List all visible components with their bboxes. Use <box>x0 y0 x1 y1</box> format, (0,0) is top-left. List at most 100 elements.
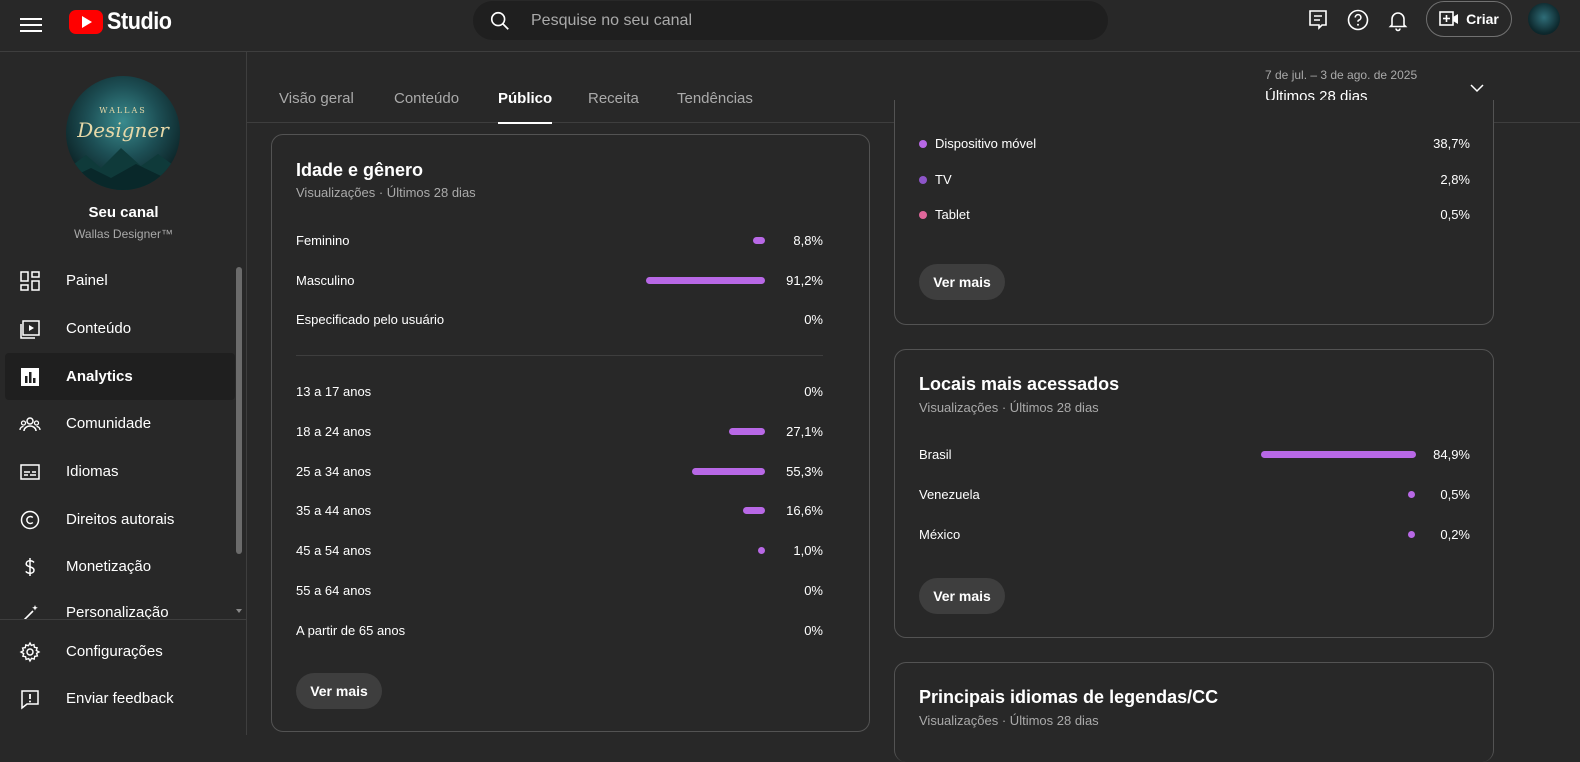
location-row: Venezuela 0,5% <box>919 487 1470 507</box>
create-label: Criar <box>1466 11 1499 27</box>
row-label: 55 a 64 anos <box>296 583 372 598</box>
tab-visao-geral[interactable]: Visão geral <box>279 90 354 107</box>
age-row: 13 a 17 anos 0% <box>296 384 823 404</box>
see-more-button[interactable]: Ver mais <box>919 264 1005 300</box>
avatar-text-main: Designer <box>77 118 169 142</box>
row-value: 8,8% <box>793 233 823 248</box>
device-row: Tablet 0,5% <box>919 207 1470 227</box>
location-row: México 0,2% <box>919 527 1470 547</box>
row-value: 0% <box>804 623 823 638</box>
top-bar: Studio Criar <box>0 0 1580 52</box>
help-icon[interactable] <box>1346 8 1370 32</box>
gender-row: Especificado pelo usuário 0% <box>296 312 823 332</box>
row-value: 91,2% <box>786 273 823 288</box>
row-value: 0,5% <box>1440 487 1470 502</box>
menu-icon[interactable] <box>20 14 42 36</box>
scroll-down-icon[interactable] <box>236 609 242 613</box>
tab-tendencias[interactable]: Tendências <box>677 90 753 107</box>
location-row: Brasil 84,9% <box>919 447 1470 467</box>
sidebar-item-monetizacao[interactable]: Monetização <box>5 543 235 590</box>
legend-dot <box>919 176 927 184</box>
sidebar-item-label: Analytics <box>66 368 133 385</box>
row-label: 25 a 34 anos <box>296 464 372 479</box>
row-value: 0,2% <box>1440 527 1470 542</box>
search-bar[interactable] <box>473 1 1108 40</box>
row-label: Dispositivo móvel <box>935 136 1037 151</box>
row-label: Especificado pelo usuário <box>296 312 445 327</box>
card-title: Locais mais acessados <box>919 374 1120 394</box>
row-label: Masculino <box>296 273 355 288</box>
sidebar-item-label: Painel <box>66 272 108 289</box>
sidebar-item-configuracoes[interactable]: Configurações <box>5 628 235 675</box>
age-row: A partir de 65 anos 0% <box>296 623 823 643</box>
row-bar <box>692 468 765 475</box>
magic-wand-icon <box>23 605 38 619</box>
age-row: 45 a 54 anos 1,0% <box>296 543 823 563</box>
studio-logo[interactable]: Studio <box>69 8 179 36</box>
row-label: Feminino <box>296 233 350 248</box>
row-value: 0% <box>804 312 823 327</box>
avatar-text-top: WALLAS <box>99 106 147 115</box>
sidebar-item-label: Personalização <box>66 604 169 619</box>
chevron-down-icon[interactable] <box>1469 80 1485 96</box>
card-subtitle: Visualizações · Últimos 28 dias <box>919 400 1099 415</box>
card-title: Idade e gênero <box>296 160 424 180</box>
notifications-icon[interactable] <box>1386 8 1410 32</box>
tab-publico[interactable]: Público <box>498 90 553 124</box>
top-locations-card: Locais mais acessados Visualizações · Úl… <box>894 349 1494 638</box>
sidebar-item-direitos-autorais[interactable]: Direitos autorais <box>5 496 235 543</box>
row-bar <box>758 547 765 554</box>
channel-title: Seu canal <box>88 204 159 221</box>
account-avatar[interactable] <box>1528 3 1560 35</box>
age-gender-card: Idade e gênero Visualizações · Últimos 2… <box>271 134 870 732</box>
gender-row: Masculino 91,2% <box>296 273 823 293</box>
sidebar-item-enviar-feedback[interactable]: Enviar feedback <box>5 675 235 722</box>
sidebar-item-analytics[interactable]: Analytics <box>5 353 235 400</box>
date-range-dates: 7 de jul. – 3 de ago. de 2025 <box>1265 68 1418 82</box>
sidebar-item-comunidade[interactable]: Comunidade <box>5 400 235 447</box>
sidebar-item-label: Comunidade <box>66 415 152 432</box>
row-value: 27,1% <box>786 424 823 439</box>
sidebar-item-personalizacao[interactable]: Personalização <box>5 591 235 619</box>
sidebar-item-idiomas[interactable]: Idiomas <box>5 448 235 495</box>
age-row: 25 a 34 anos 55,3% <box>296 464 823 484</box>
search-input[interactable] <box>529 10 1073 31</box>
legend-dot <box>919 140 927 148</box>
row-bar <box>1408 491 1415 498</box>
device-row: Dispositivo móvel 38,7% <box>919 136 1470 156</box>
mountains-graphic <box>66 148 180 190</box>
create-button[interactable]: Criar <box>1426 1 1512 37</box>
add-video-icon <box>1439 11 1459 26</box>
row-bar <box>729 428 765 435</box>
sidebar-item-label: Conteúdo <box>66 320 132 337</box>
comments-icon[interactable] <box>1306 8 1330 32</box>
sidebar-scrollbar[interactable] <box>236 267 242 554</box>
gear-icon <box>19 641 41 662</box>
row-value: 1,0% <box>793 543 823 558</box>
card-subtitle: Visualizações · Últimos 28 dias <box>919 713 1099 728</box>
channel-name: Wallas Designer™ <box>74 227 173 241</box>
sidebar-item-painel[interactable]: Painel <box>5 257 235 304</box>
row-value: 16,6% <box>786 503 823 518</box>
sidebar-item-label: Configurações <box>66 643 163 660</box>
row-label: Tablet <box>935 207 970 222</box>
row-bar <box>743 507 765 514</box>
community-icon <box>19 416 41 431</box>
gender-row: Feminino 8,8% <box>296 233 823 253</box>
channel-avatar[interactable]: WALLAS Designer <box>66 76 180 190</box>
row-value: 2,8% <box>1440 172 1470 187</box>
sidebar-item-label: Idiomas <box>66 463 119 480</box>
subtitles-icon <box>20 463 40 480</box>
age-row: 55 a 64 anos 0% <box>296 583 823 603</box>
row-bar <box>1408 531 1415 538</box>
row-label: México <box>919 527 961 542</box>
tab-receita[interactable]: Receita <box>588 90 639 107</box>
see-more-button[interactable]: Ver mais <box>919 578 1005 614</box>
sidebar-item-conteudo[interactable]: Conteúdo <box>5 305 235 352</box>
row-label: A partir de 65 anos <box>296 623 406 638</box>
tab-conteudo[interactable]: Conteúdo <box>394 90 460 107</box>
feedback-icon <box>21 689 39 710</box>
card-subtitle: Visualizações · Últimos 28 dias <box>296 185 476 200</box>
row-label: 18 a 24 anos <box>296 424 372 439</box>
see-more-button[interactable]: Ver mais <box>296 673 382 709</box>
